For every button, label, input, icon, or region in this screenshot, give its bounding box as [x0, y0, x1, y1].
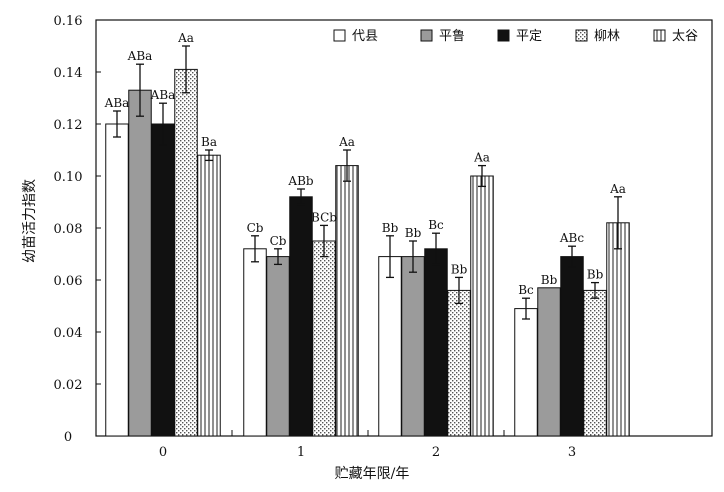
x-axis-ticks: 0 1 2 3 [159, 430, 576, 460]
significance-label: Aa [338, 135, 355, 149]
significance-label: Bb [451, 262, 468, 276]
bar [197, 154, 221, 437]
legend-swatch [420, 29, 433, 42]
significance-label: Bc [428, 218, 444, 232]
y-tick-label: 0.06 [54, 274, 83, 289]
bar [537, 287, 561, 437]
significance-label: Bc [518, 283, 534, 297]
significance-label: BCb [311, 210, 337, 224]
legend-swatch [333, 29, 346, 42]
y-tick-label: 0.08 [54, 222, 83, 237]
legend-swatch [497, 29, 510, 42]
significance-label: ABa [127, 49, 153, 63]
bar [447, 289, 471, 437]
bar [470, 175, 494, 437]
bar [105, 123, 129, 437]
y-tick-label: 0.10 [54, 170, 83, 185]
significance-label: ABb [287, 174, 313, 188]
x-tick-label: 0 [159, 445, 167, 460]
y-axis-title: 幼苗活力指数 [22, 179, 38, 263]
legend-label: 太谷 [672, 29, 698, 44]
significance-label: ABa [104, 96, 130, 110]
bar [289, 196, 313, 437]
legend: 代县 平鲁 平定 柳林 太谷 [333, 29, 698, 44]
bar [266, 256, 290, 437]
significance-label: ABa [150, 88, 176, 102]
y-tick-label: 0.14 [54, 66, 83, 81]
bar [424, 248, 448, 437]
bar [560, 256, 584, 437]
bars-layer [105, 68, 630, 437]
significance-label: Bb [541, 273, 558, 287]
significance-label: Ba [201, 135, 217, 149]
significance-label: Bb [382, 221, 399, 235]
significance-label: Cb [270, 234, 287, 248]
significance-label: Aa [177, 31, 194, 45]
x-tick-label: 3 [568, 445, 576, 460]
significance-label: Bb [405, 226, 422, 240]
legend-label: 代县 [352, 29, 378, 44]
legend-label: 平鲁 [439, 29, 465, 44]
y-tick-label: 0 [64, 430, 72, 445]
bar [335, 165, 359, 437]
bar [401, 256, 425, 437]
bar [174, 68, 198, 437]
bar [151, 123, 175, 437]
bar [312, 240, 336, 437]
y-axis-ticks: 0 0.02 0.04 0.06 0.08 0.10 0.12 0.14 0.16 [54, 14, 101, 445]
legend-swatch [575, 29, 588, 42]
x-tick-label: 2 [432, 445, 440, 460]
y-tick-label: 0.12 [54, 118, 83, 133]
bar [243, 248, 267, 437]
bar [378, 256, 402, 437]
x-axis-title: 贮藏年限/年 [335, 466, 410, 482]
significance-label: Bb [587, 268, 604, 282]
y-tick-label: 0.16 [54, 14, 83, 29]
significance-label: Cb [247, 221, 264, 235]
legend-swatch [653, 29, 666, 42]
bar [606, 222, 630, 437]
error-bars-layer [113, 45, 622, 320]
bar [514, 308, 538, 437]
y-tick-label: 0.04 [54, 326, 83, 341]
bar [128, 89, 152, 437]
legend-label: 平定 [516, 29, 542, 44]
significance-label: Aa [609, 182, 626, 196]
bar [583, 289, 607, 437]
y-tick-label: 0.02 [54, 378, 83, 393]
significance-label: Aa [473, 151, 490, 165]
x-tick-label: 1 [297, 445, 305, 460]
significance-labels-layer: ABa ABa ABa Aa Ba Cb Cb ABb BCb Aa Bb Bb Bc Bb Aa Bc Bb A… [104, 31, 626, 297]
legend-label: 柳林 [594, 29, 620, 44]
significance-label: ABc [559, 231, 584, 245]
